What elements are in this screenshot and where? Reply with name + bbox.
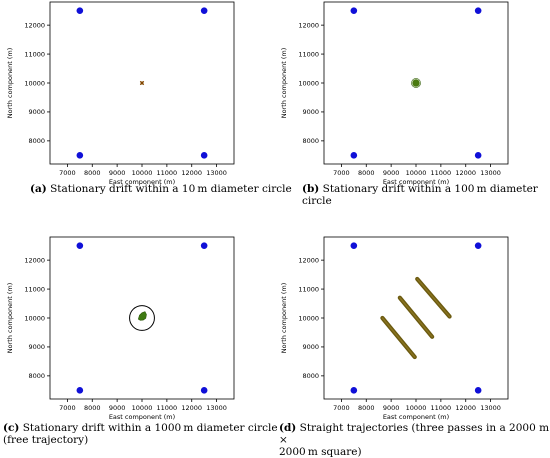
x-tick-label: 10000 bbox=[132, 404, 153, 412]
anchor-point bbox=[200, 242, 208, 249]
caption-d: (d) Straight trajectories (three passes … bbox=[279, 422, 550, 458]
x-tick-label: 9000 bbox=[383, 169, 400, 177]
anchor-point bbox=[474, 7, 482, 14]
anchor-point bbox=[474, 387, 482, 394]
x-tick-label: 13000 bbox=[206, 404, 227, 412]
anchor-point bbox=[350, 387, 358, 394]
anchor-point bbox=[350, 242, 358, 249]
y-tick-label: 12000 bbox=[298, 256, 319, 264]
caption-b-label: (b) bbox=[302, 183, 320, 195]
y-tick-label: 10000 bbox=[24, 79, 45, 87]
x-axis-label: East component (m) bbox=[109, 178, 175, 186]
x-tick-label: 12000 bbox=[455, 404, 476, 412]
y-axis-label: North component (m) bbox=[6, 48, 14, 119]
anchor-point bbox=[200, 7, 208, 14]
y-tick-label: 12000 bbox=[298, 21, 319, 29]
x-tick-label: 7000 bbox=[333, 404, 350, 412]
trajectory-outline bbox=[411, 78, 421, 88]
x-tick-label: 9000 bbox=[109, 404, 126, 412]
caption-b: (b) Stationary drift within a 100 m diam… bbox=[302, 183, 550, 207]
x-axis-label: East component (m) bbox=[383, 178, 449, 186]
x-tick-label: 12000 bbox=[455, 169, 476, 177]
y-tick-label: 12000 bbox=[24, 256, 45, 264]
y-axis-label: North component (m) bbox=[280, 48, 288, 119]
x-tick-label: 7000 bbox=[59, 169, 76, 177]
y-tick-label: 12000 bbox=[24, 21, 45, 29]
trajectory-blob bbox=[137, 311, 147, 321]
x-tick-label: 7000 bbox=[333, 169, 350, 177]
x-tick-label: 8000 bbox=[358, 169, 375, 177]
x-tick-label: 11000 bbox=[157, 169, 178, 177]
straight-pass-core-3 bbox=[416, 278, 451, 318]
anchor-point bbox=[350, 152, 358, 159]
panel-a: 7000 8000 9000 10000 11000 12000 1300080009000… bbox=[6, 1, 235, 186]
x-tick-label: 8000 bbox=[358, 404, 375, 412]
x-tick-label: 11000 bbox=[431, 169, 452, 177]
x-axis-label: East component (m) bbox=[383, 413, 449, 421]
x-tick-label: 10000 bbox=[132, 169, 153, 177]
x-tick-label: 12000 bbox=[181, 169, 202, 177]
caption-a-label: (a) bbox=[30, 183, 47, 195]
x-tick-label: 10000 bbox=[406, 169, 427, 177]
y-tick-label: 9000 bbox=[302, 108, 319, 116]
x-tick-label: 13000 bbox=[480, 169, 501, 177]
x-tick-label: 11000 bbox=[431, 404, 452, 412]
anchor-point bbox=[474, 152, 482, 159]
caption-c-text: Stationary drift within a 1000 m diamete… bbox=[22, 422, 278, 434]
panel-c: 7000 8000 9000 10000 11000 12000 1300080009000… bbox=[6, 236, 235, 421]
x-tick-label: 9000 bbox=[383, 404, 400, 412]
anchor-point bbox=[350, 7, 358, 14]
caption-a-text: Stationary drift within a 10 m diameter … bbox=[50, 183, 292, 195]
anchor-point bbox=[474, 242, 482, 249]
x-tick-label: 8000 bbox=[84, 169, 101, 177]
panel-d: 7000 8000 9000 10000 11000 12000 1300080009000… bbox=[280, 236, 509, 421]
anchor-point bbox=[200, 387, 208, 394]
x-tick-label: 10000 bbox=[406, 404, 427, 412]
boundary-circle bbox=[129, 305, 155, 331]
x-tick-label: 7000 bbox=[59, 404, 76, 412]
straight-pass-core-1 bbox=[381, 317, 416, 358]
y-axis-label: North component (m) bbox=[280, 283, 288, 354]
y-axis-label: North component (m) bbox=[6, 283, 14, 354]
x-tick-label: 11000 bbox=[157, 404, 178, 412]
trajectory-marker bbox=[139, 80, 145, 86]
caption-b-text: Stationary drift within a 100 m diameter… bbox=[302, 183, 538, 207]
anchor-point bbox=[76, 152, 84, 159]
y-tick-label: 8000 bbox=[28, 137, 45, 145]
y-tick-label: 11000 bbox=[298, 285, 319, 293]
y-tick-label: 9000 bbox=[28, 343, 45, 351]
y-tick-label: 11000 bbox=[24, 50, 45, 58]
y-tick-label: 8000 bbox=[302, 372, 319, 380]
caption-d-text: Straight trajectories (three passes in a… bbox=[279, 422, 550, 446]
y-tick-label: 9000 bbox=[28, 108, 45, 116]
panel-b: 7000 8000 9000 10000 11000 12000 1300080009000… bbox=[280, 1, 509, 186]
caption-c: (c) Stationary drift within a 1000 m dia… bbox=[3, 422, 278, 446]
y-tick-label: 10000 bbox=[298, 314, 319, 322]
caption-d-text2: 2000 m square) bbox=[279, 446, 362, 458]
x-tick-label: 8000 bbox=[84, 404, 101, 412]
y-tick-label: 10000 bbox=[298, 79, 319, 87]
anchor-point bbox=[76, 387, 84, 394]
anchor-point bbox=[76, 7, 84, 14]
y-tick-label: 11000 bbox=[298, 50, 319, 58]
y-tick-label: 11000 bbox=[24, 285, 45, 293]
x-tick-label: 13000 bbox=[480, 404, 501, 412]
caption-a: (a) Stationary drift within a 10 m diame… bbox=[30, 183, 292, 195]
y-tick-label: 8000 bbox=[28, 372, 45, 380]
y-tick-label: 8000 bbox=[302, 137, 319, 145]
x-tick-label: 13000 bbox=[206, 169, 227, 177]
caption-c-label: (c) bbox=[3, 422, 20, 434]
anchor-point bbox=[76, 242, 84, 249]
caption-d-label: (d) bbox=[279, 422, 297, 434]
x-tick-label: 9000 bbox=[109, 169, 126, 177]
caption-c-text2: (free trajectory) bbox=[3, 434, 89, 446]
x-tick-label: 12000 bbox=[181, 404, 202, 412]
straight-pass-core-2 bbox=[399, 297, 433, 338]
x-axis-label: East component (m) bbox=[109, 413, 175, 421]
y-tick-label: 10000 bbox=[24, 314, 45, 322]
y-tick-label: 9000 bbox=[302, 343, 319, 351]
anchor-point bbox=[200, 152, 208, 159]
trajectory-cluster bbox=[412, 79, 420, 87]
